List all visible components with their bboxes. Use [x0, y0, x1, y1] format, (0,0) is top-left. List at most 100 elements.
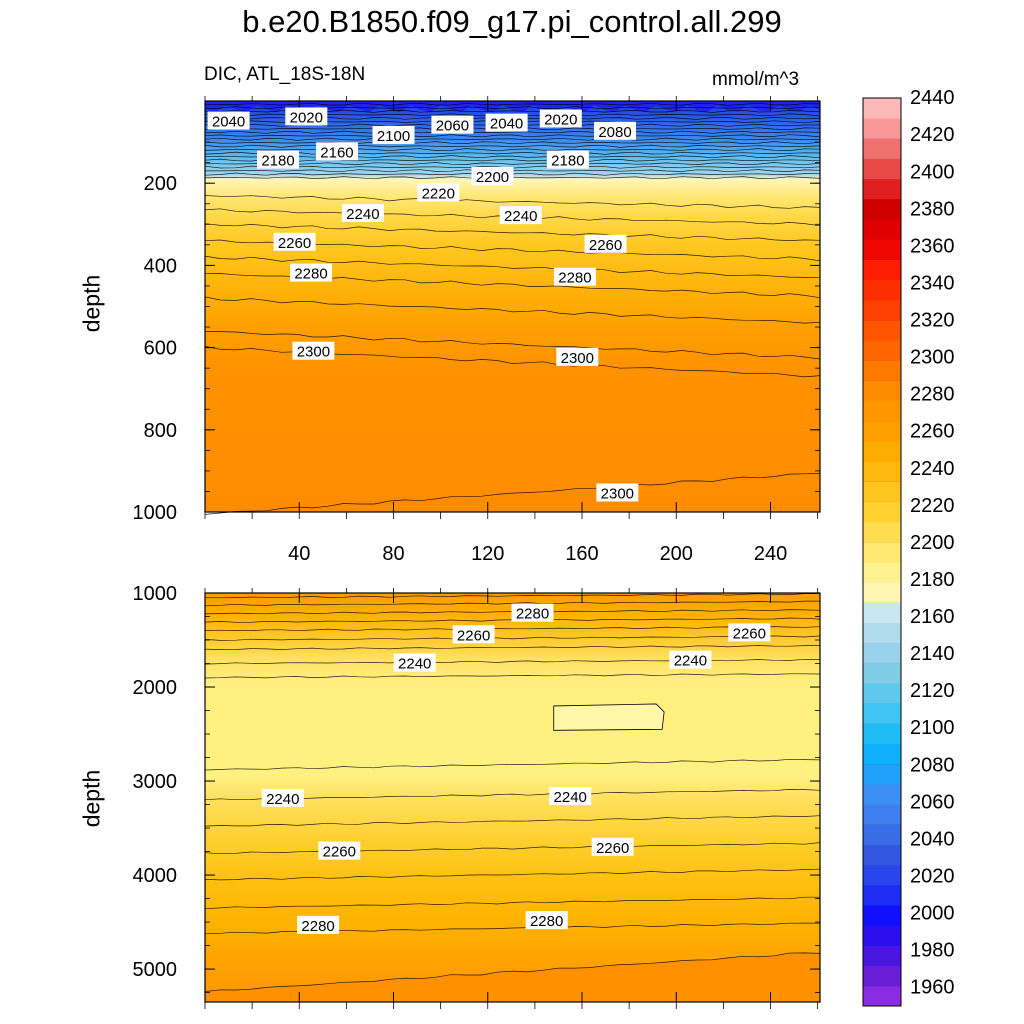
contour-label: 2240 — [341, 204, 384, 223]
contour-label: 2300 — [556, 347, 599, 367]
x-tick-label: 160 — [565, 543, 598, 565]
contour-line — [204, 148, 821, 152]
contour-line — [204, 331, 821, 360]
contour-label: 2200 — [471, 167, 514, 186]
contour-label: 2240 — [499, 206, 542, 225]
colorbar-label: 2260 — [910, 421, 955, 443]
contour-label-text: 2240 — [504, 208, 537, 225]
colorbar-cell — [863, 501, 901, 523]
contour-label-text: 2300 — [297, 344, 330, 361]
colorbar-cell — [863, 400, 901, 422]
colorbar-label: 2140 — [910, 643, 955, 665]
colorbar-label: 2120 — [910, 680, 955, 702]
colorbar-label: 2020 — [910, 865, 955, 887]
contour-line — [204, 842, 821, 855]
colorbar-cell — [863, 299, 901, 321]
colorbar-cell — [863, 965, 901, 987]
contour-label-bg — [594, 121, 636, 140]
colorbar-cell — [863, 824, 901, 845]
contour-line — [204, 151, 821, 155]
contour-label-bg — [372, 125, 415, 144]
colorbar-label: 2000 — [910, 903, 955, 925]
colorbar-cell — [863, 662, 901, 684]
contour-line — [204, 868, 821, 881]
colorbar-cell — [863, 198, 901, 220]
contour-label-text: 2080 — [598, 124, 631, 141]
contour-line — [204, 141, 821, 145]
contour-line — [204, 130, 821, 134]
contour-label-bg — [257, 150, 300, 169]
contour-label-text: 2260 — [596, 840, 629, 857]
contour-label: 2280 — [553, 267, 596, 287]
contour-label: 2260 — [273, 232, 316, 252]
colorbar: 1960 1980 2000 2020 2040 2060 2080 2100 2120 2140… — [862, 87, 955, 1007]
colorbar-cell — [863, 521, 901, 543]
contour-line — [204, 223, 821, 241]
contour-label-text: 2200 — [476, 169, 509, 186]
colorbar-cell — [863, 441, 901, 462]
contour-label: 2300 — [292, 341, 335, 361]
contour-line — [204, 645, 821, 650]
colorbar-cell — [863, 743, 901, 765]
contour-label: 2060 — [431, 115, 474, 135]
contour-line — [204, 195, 821, 209]
contour-line — [204, 102, 821, 106]
closed-contour-region — [553, 703, 665, 731]
colorbar-cell — [863, 98, 901, 119]
contour-line — [204, 896, 820, 910]
contour-label-bg — [290, 263, 333, 282]
colorbar-label: 2220 — [910, 495, 955, 517]
contour-label-text: 2240 — [346, 206, 379, 223]
contour-line — [204, 155, 821, 159]
colorbar-cell — [863, 481, 901, 502]
lower-panel: 1000 2000 3000 4000 5000 2280 2260 2240 2260 2240… — [133, 583, 821, 1009]
contour-label: 2080 — [594, 121, 636, 141]
y-tick-label: 600 — [144, 338, 177, 360]
contour-label-text: 2300 — [561, 350, 594, 367]
contour-label-bg — [549, 787, 592, 806]
y-tick-label: 1000 — [133, 583, 178, 605]
colorbar-label: 2300 — [910, 347, 955, 369]
contour-label-text: 2260 — [733, 625, 766, 642]
contour-label: 2240 — [669, 650, 712, 670]
x-tick-label: 240 — [754, 543, 787, 565]
colorbar-label: 2080 — [910, 754, 955, 776]
contour-label: 2240 — [261, 788, 304, 808]
colorbar-cell — [863, 985, 901, 1007]
contour-label-text: 2280 — [294, 266, 327, 283]
colorbar-cell — [863, 763, 901, 785]
x-tick-label: 200 — [660, 543, 693, 565]
contour-label: 2260 — [584, 234, 627, 254]
contour-label: 2040 — [207, 111, 250, 131]
contour-label-text: 2260 — [278, 235, 311, 252]
colorbar-cell — [863, 804, 901, 825]
colorbar-cell — [863, 703, 901, 724]
colorbar-cell — [863, 582, 901, 603]
contour-label-text: 2180 — [551, 153, 584, 170]
contour-line — [204, 296, 821, 324]
colorbar-cell — [863, 461, 901, 482]
contour-label-bg — [499, 206, 542, 225]
contour-label-text: 2240 — [674, 653, 707, 670]
contour-line — [204, 758, 821, 771]
colorbar-cell — [863, 925, 901, 946]
colorbar-label: 2400 — [910, 161, 955, 183]
colorbar-cell — [863, 118, 901, 139]
contour-label-text: 2280 — [558, 270, 591, 287]
contour-label-bg — [285, 107, 328, 126]
contour-label-text: 2020 — [544, 111, 577, 128]
colorbar-cell — [863, 844, 901, 866]
contour-label-text: 2260 — [323, 844, 356, 861]
colorbar-label: 2160 — [910, 606, 955, 628]
contour-line — [204, 158, 821, 162]
contour-label-text: 2220 — [422, 185, 455, 202]
contour-line — [204, 789, 821, 801]
contour-line — [204, 635, 821, 641]
colorbar-cell — [863, 178, 901, 200]
contour-label: 2280 — [290, 263, 333, 283]
colorbar-label: 2200 — [910, 532, 955, 554]
contour-label: 2280 — [297, 915, 340, 935]
contour-line — [204, 593, 821, 599]
colorbar-cell — [863, 723, 901, 745]
